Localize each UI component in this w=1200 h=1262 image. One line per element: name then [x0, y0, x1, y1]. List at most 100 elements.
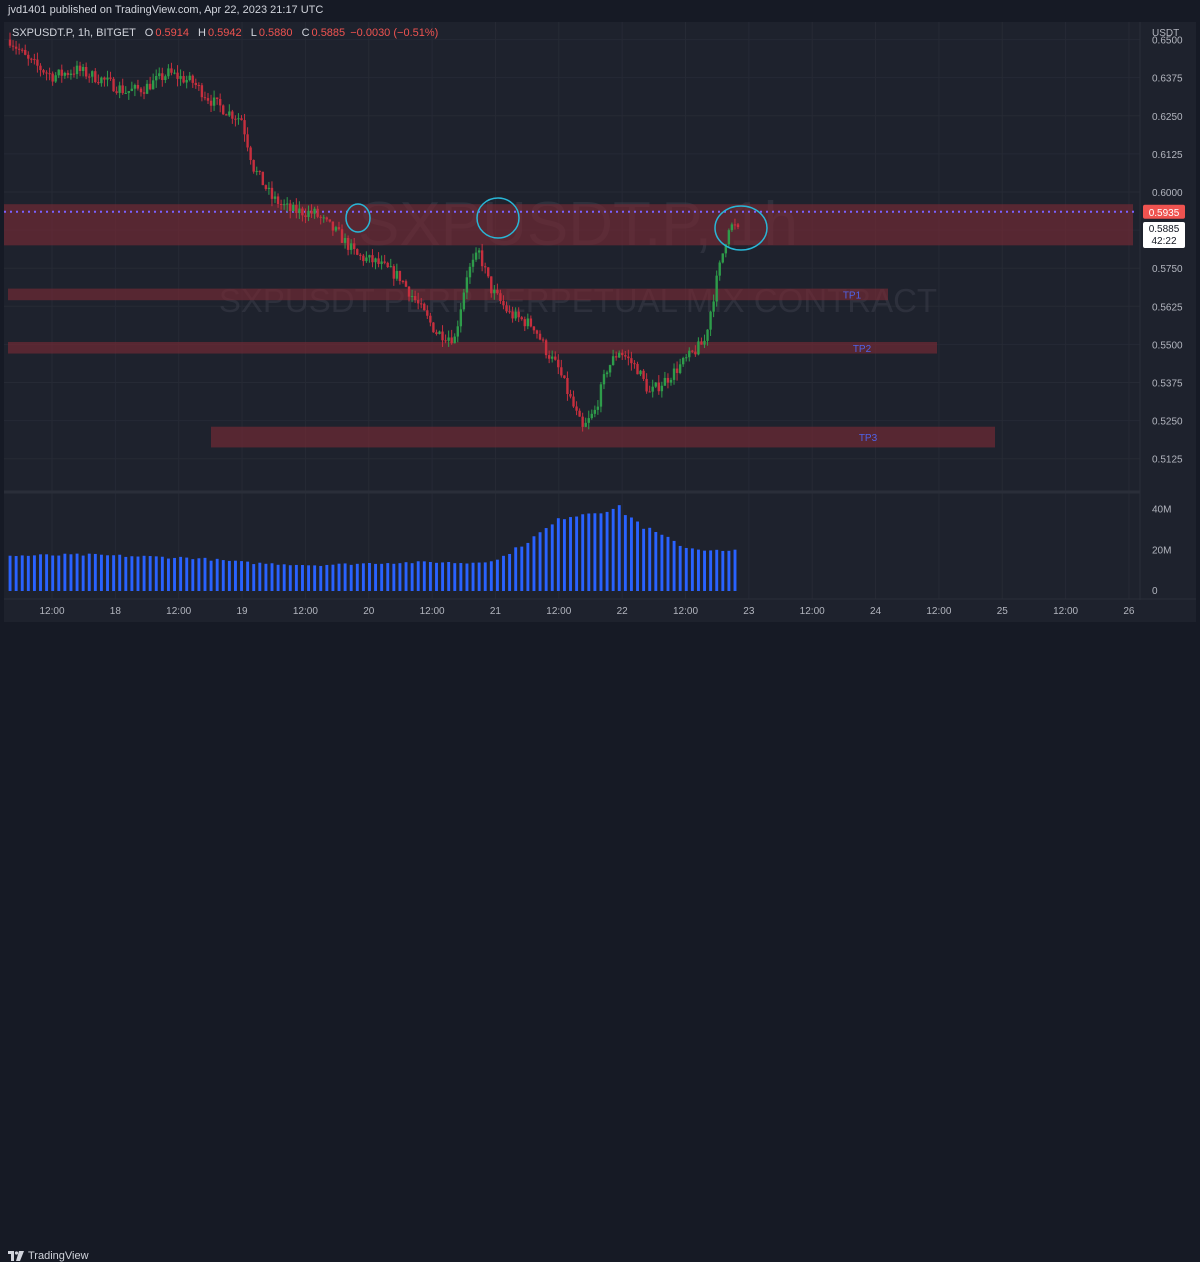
- candle-down: [416, 300, 420, 304]
- time-tick-label: 12:00: [293, 606, 318, 617]
- candle-down: [450, 337, 453, 344]
- volume-bar: [495, 559, 499, 591]
- volume-tick-label: 20M: [1152, 546, 1171, 557]
- volume-bar: [459, 563, 463, 591]
- volume-bar: [465, 563, 469, 591]
- candle-down: [289, 203, 292, 212]
- candle-up: [81, 66, 85, 72]
- price-tick-label: 0.6250: [1152, 112, 1183, 123]
- candlestick-chart[interactable]: SXPUSDT.P, 1h SXPUSDT PERP PERPETUAL MIX…: [0, 0, 1200, 648]
- price-tick-label: 0.5250: [1152, 417, 1183, 428]
- volume-bar: [678, 545, 682, 591]
- volume-bar: [569, 517, 572, 591]
- candle-down: [666, 377, 670, 383]
- volume-bar: [240, 561, 243, 591]
- circle-annotation: [476, 197, 520, 239]
- volume-bar: [514, 547, 518, 591]
- volume-bar: [550, 524, 554, 591]
- candle-down: [78, 65, 82, 72]
- candle-up: [54, 75, 57, 82]
- candle-down: [736, 224, 740, 228]
- candle-down: [103, 77, 106, 80]
- candle-down: [429, 315, 432, 323]
- time-tick-label: 12:00: [926, 606, 951, 617]
- volume-bar: [81, 555, 85, 591]
- candle-down: [700, 341, 703, 345]
- price-tick-label: 0.5375: [1152, 379, 1183, 390]
- candle-up: [468, 266, 472, 278]
- candle-down: [234, 118, 237, 120]
- candle-down: [423, 303, 426, 311]
- candle-up: [237, 118, 240, 120]
- candle-up: [167, 68, 170, 77]
- candle-down: [136, 85, 140, 89]
- volume-bar: [654, 531, 658, 591]
- tradingview-logo-icon: [8, 1251, 24, 1261]
- candle-down: [633, 363, 636, 365]
- candle-down: [645, 378, 648, 392]
- volume-bar: [63, 553, 67, 591]
- volume-bar: [8, 555, 12, 591]
- time-tick-label: 12:00: [39, 606, 64, 617]
- candle-down: [325, 217, 328, 220]
- candle-up: [639, 370, 642, 375]
- current-price-badge: [1143, 222, 1185, 249]
- price-tick-label: 0.6500: [1152, 36, 1183, 47]
- legend-open-value: 0.5914: [155, 27, 189, 39]
- candle-up: [611, 356, 615, 366]
- candle-down: [490, 276, 493, 294]
- price-tick-label: 0.6125: [1152, 150, 1183, 161]
- candle-down: [295, 204, 298, 213]
- volume-bar: [319, 565, 323, 591]
- candle-down: [203, 97, 207, 99]
- volume-bars: [8, 505, 737, 591]
- time-tick-label: 20: [363, 606, 375, 617]
- candle-down: [240, 118, 243, 121]
- candle-down: [371, 255, 374, 263]
- candle-up: [298, 208, 301, 213]
- volume-bar: [636, 521, 639, 591]
- candle-down: [170, 68, 173, 73]
- volume-bar: [301, 565, 304, 591]
- candle-down: [694, 351, 697, 355]
- candle-up: [69, 73, 73, 75]
- time-tick-label: 12:00: [1053, 606, 1078, 617]
- candle-down: [206, 98, 210, 101]
- candle-down: [541, 339, 545, 341]
- candle-up: [718, 262, 721, 276]
- candle-down: [17, 48, 21, 50]
- candle-up: [173, 72, 176, 74]
- price-axis-currency: USDT: [1152, 28, 1179, 39]
- volume-bar: [404, 562, 408, 591]
- candle-down: [197, 85, 201, 87]
- candle-down: [508, 311, 511, 313]
- candle-up: [514, 311, 517, 319]
- tradingview-logo[interactable]: TradingView: [8, 1250, 89, 1262]
- candle-down: [161, 73, 164, 80]
- countdown-label: 42:22: [1151, 236, 1176, 247]
- volume-bar: [57, 555, 61, 591]
- time-tick-label: 18: [110, 606, 122, 617]
- volume-bar: [148, 556, 152, 591]
- volume-bar: [355, 563, 359, 591]
- time-tick-label: 26: [1123, 606, 1135, 617]
- candle-down: [578, 410, 581, 417]
- candle-down: [657, 382, 661, 392]
- candle-down: [48, 73, 51, 75]
- footer-bar: TradingView: [0, 622, 1200, 1262]
- legend-close-value: 0.5885: [311, 27, 346, 39]
- circle-annotation: [714, 205, 768, 251]
- candle-down: [413, 296, 417, 301]
- candle-up: [106, 77, 109, 80]
- candle-down: [316, 208, 319, 217]
- legend-change: −0.0030 (−0.51%): [350, 27, 439, 39]
- volume-bar: [715, 549, 719, 591]
- volume-bar: [331, 564, 335, 591]
- candle-up: [663, 377, 667, 386]
- volume-bar: [374, 563, 378, 591]
- candle-down: [45, 72, 48, 74]
- volume-bar: [422, 561, 426, 591]
- volume-bar: [441, 562, 445, 591]
- candle-up: [322, 217, 325, 219]
